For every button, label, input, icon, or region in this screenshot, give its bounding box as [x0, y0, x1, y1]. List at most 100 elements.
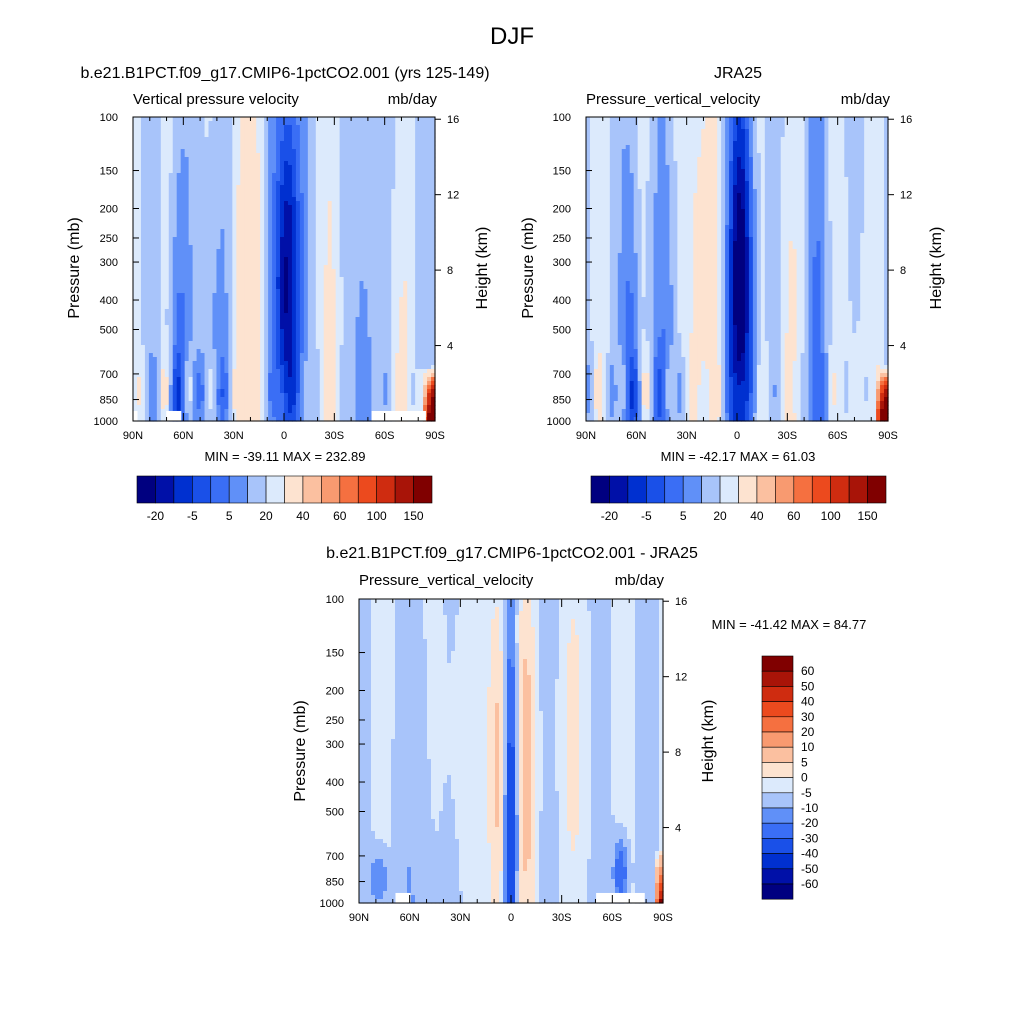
field-cell	[200, 345, 206, 350]
field-cell	[299, 173, 305, 178]
field-cell	[196, 321, 202, 326]
field-cell	[391, 125, 396, 130]
field-cell	[295, 277, 301, 282]
field-cell	[319, 345, 325, 350]
field-cell	[136, 193, 142, 198]
field-cell	[303, 221, 309, 226]
field-cell	[212, 209, 218, 214]
field-cell	[403, 325, 408, 330]
field-cell	[232, 137, 237, 142]
field-cell	[156, 261, 162, 266]
field-cell	[303, 141, 309, 146]
field-cell	[367, 133, 373, 138]
field-cell	[260, 177, 265, 182]
field-cell	[260, 373, 265, 378]
field-cell	[419, 265, 424, 270]
field-cell	[419, 269, 424, 274]
field-cell	[228, 205, 233, 210]
field-cell	[415, 149, 420, 154]
field-cell	[133, 329, 138, 334]
field-cell	[204, 165, 210, 170]
field-cell	[423, 121, 428, 126]
field-cell	[224, 309, 229, 314]
field-cell	[180, 209, 186, 214]
field-cell	[136, 313, 142, 318]
field-cell	[315, 129, 321, 134]
field-cell	[383, 229, 388, 234]
field-cell	[272, 157, 277, 162]
field-cell	[431, 117, 436, 122]
field-cell	[407, 173, 412, 178]
field-cell	[311, 221, 317, 226]
field-cell	[220, 257, 225, 262]
field-cell	[287, 169, 293, 174]
field-cell	[411, 277, 416, 282]
field-cell	[419, 225, 424, 230]
field-cell	[299, 309, 305, 314]
field-cell	[395, 217, 400, 222]
field-cell	[327, 193, 333, 198]
field-cell	[363, 229, 369, 234]
field-cell	[244, 121, 249, 126]
field-cell	[299, 341, 305, 346]
field-cell	[419, 121, 424, 126]
field-cell	[347, 229, 353, 234]
field-cell	[379, 137, 384, 142]
field-cell	[244, 349, 249, 354]
field-cell	[192, 153, 198, 158]
field-cell	[228, 169, 233, 174]
field-cell	[224, 173, 229, 178]
field-cell	[395, 133, 400, 138]
field-cell	[144, 289, 150, 294]
field-cell	[276, 297, 281, 302]
field-cell	[319, 317, 325, 322]
field-cell	[327, 313, 333, 318]
field-cell	[367, 153, 373, 158]
field-cell	[339, 125, 345, 130]
field-cell	[299, 149, 305, 154]
field-cell	[307, 317, 313, 322]
field-cell	[291, 365, 297, 370]
field-cell	[260, 233, 265, 238]
field-cell	[208, 365, 214, 370]
field-cell	[236, 177, 241, 182]
field-cell	[347, 317, 353, 322]
field-cell	[176, 149, 182, 154]
field-cell	[403, 209, 408, 214]
field-cell	[204, 233, 210, 238]
field-cell	[204, 225, 210, 230]
field-cell	[224, 333, 229, 338]
field-cell	[339, 349, 345, 354]
field-cell	[411, 185, 416, 190]
field-cell	[419, 173, 424, 178]
field-cell	[351, 361, 357, 366]
field-cell	[280, 305, 285, 310]
field-cell	[256, 253, 261, 258]
field-cell	[367, 125, 373, 130]
field-cell	[172, 149, 178, 154]
field-cell	[144, 353, 150, 358]
field-cell	[343, 353, 349, 358]
field-cell	[144, 257, 150, 262]
field-cell	[212, 289, 218, 294]
field-cell	[176, 225, 182, 230]
field-cell	[295, 129, 301, 134]
field-cell	[168, 241, 174, 246]
field-cell	[200, 277, 206, 282]
field-cell	[375, 245, 380, 250]
field-cell	[367, 325, 373, 330]
field-cell	[144, 293, 150, 298]
field-cell	[136, 145, 142, 150]
field-cell	[327, 273, 333, 278]
field-cell	[375, 365, 380, 370]
field-cell	[272, 325, 277, 330]
field-cell	[423, 177, 428, 182]
field-cell	[236, 253, 241, 258]
field-cell	[208, 293, 214, 298]
field-cell	[176, 193, 182, 198]
field-cell	[315, 193, 321, 198]
field-cell	[140, 249, 146, 254]
field-cell	[200, 293, 206, 298]
field-cell	[140, 269, 146, 274]
field-cell	[407, 357, 412, 362]
